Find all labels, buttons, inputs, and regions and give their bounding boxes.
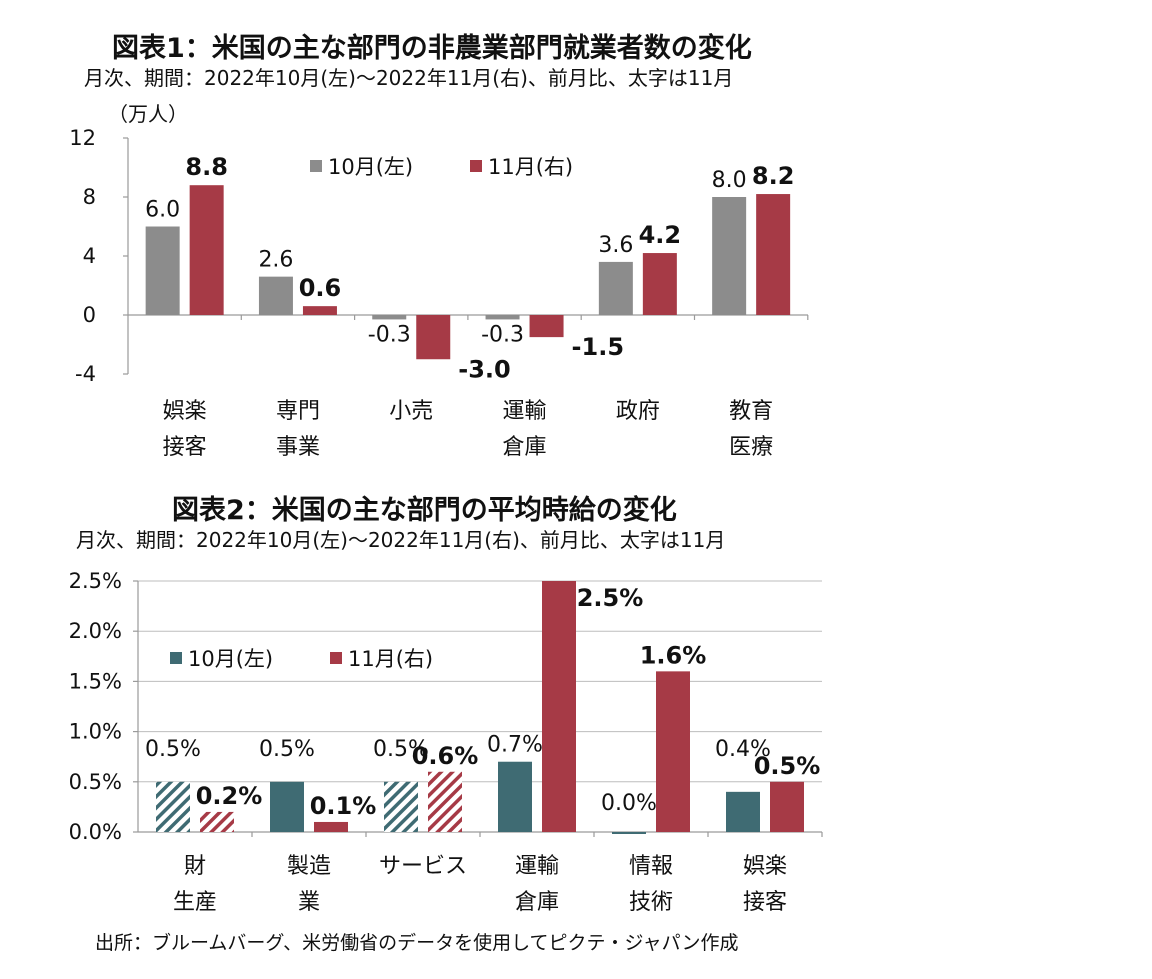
chart2-legend-swatch-oct: [170, 652, 182, 664]
chart1-value-label: -0.3: [481, 322, 524, 347]
chart2-y-tick-label: 2.5%: [69, 569, 122, 593]
chart1-y-tick-label: -4: [75, 362, 96, 386]
chart2-y-tick-label: 2.0%: [69, 619, 122, 643]
chart2-category-label: 倉庫: [515, 890, 559, 915]
chart2-value-label: 0.6%: [412, 742, 479, 770]
chart1-y-tick-label: 0: [83, 303, 96, 327]
chart2-value-label: 0.5%: [754, 752, 821, 780]
chart2-bar-oct: [270, 781, 304, 832]
chart1-y-tick-label: 12: [69, 126, 96, 150]
chart1-value-label: 0.6: [299, 274, 342, 302]
chart2-bar-oct: [498, 761, 532, 832]
chart1-bar-oct: [485, 315, 520, 320]
chart1-bar-oct: [598, 261, 633, 315]
chart2-value-label: 0.5%: [373, 737, 429, 762]
chart1-category-label: 運輸: [503, 399, 547, 424]
chart2-bar-oct: [384, 781, 418, 832]
chart1-category-label: 医療: [729, 435, 773, 460]
chart1-value-label: 8.0: [712, 168, 747, 193]
chart1-bar-oct: [712, 197, 747, 315]
chart1-value-label: 8.8: [185, 153, 228, 181]
chart2-category-label: 運輸: [515, 854, 559, 879]
chart1-bar-nov: [642, 253, 677, 315]
chart2-category-label: 業: [298, 890, 320, 915]
chart2-legend-label-oct: 10月(左): [188, 647, 273, 671]
chart2-category-label: 財: [184, 854, 206, 879]
chart1-bar-oct: [258, 276, 293, 315]
chart1-bar-nov: [756, 194, 791, 315]
chart1-bar-oct: [372, 315, 407, 320]
chart2-y-tick-label: 0.0%: [69, 820, 122, 844]
chart1-category-label: 娯楽: [163, 399, 207, 424]
source-note: 出所：ブルームバーグ、米労働省のデータを使用してピクテ・ジャパン作成: [95, 932, 739, 954]
chart1-value-label: 6.0: [145, 198, 180, 223]
chart2-category-label: 情報: [629, 854, 673, 879]
chart1-value-label: -3.0: [458, 355, 510, 383]
chart1-y-tick-label: 8: [83, 185, 96, 209]
chart1-y-tick-label: 4: [83, 244, 96, 268]
chart2-bar-nov: [656, 671, 690, 832]
chart1-value-label: -0.3: [368, 322, 411, 347]
chart1-bar-nov: [189, 185, 224, 315]
chart1-unit: （万人）: [108, 102, 188, 126]
chart2-value-label: 2.5%: [577, 584, 644, 612]
chart2-bar-oct: [726, 791, 760, 832]
chart2-value-label: 0.2%: [196, 782, 263, 810]
chart2-bar-nov: [770, 781, 804, 832]
chart2-bar-nov: [200, 811, 234, 832]
chart2-bar-nov: [428, 771, 462, 832]
chart2-legend-label-nov: 11月(右): [348, 647, 433, 671]
chart1-category-label: 教育: [729, 399, 773, 424]
chart2-category-label: 製造: [287, 854, 331, 879]
chart1-bar-oct: [145, 226, 180, 315]
chart1-legend-label-nov: 11月(右): [488, 155, 573, 179]
chart2-value-label: 0.1%: [310, 792, 377, 820]
chart2-value-label: 0.4%: [715, 737, 771, 762]
chart1-value-label: -1.5: [572, 333, 624, 361]
chart1-category-label: 接客: [163, 435, 207, 460]
chart1-bar-nov: [302, 306, 337, 315]
chart1-bar-nov: [529, 315, 564, 338]
chart2-value-label: 0.5%: [259, 737, 315, 762]
chart2-bar-oct: [612, 832, 646, 834]
chart2-category-label: 娯楽: [743, 854, 787, 879]
chart2-y-tick-label: 1.0%: [69, 720, 122, 744]
chart2-category-label: 技術: [629, 890, 673, 915]
chart2-value-label: 0.5%: [145, 737, 201, 762]
chart2-value-label: 0.0%: [601, 791, 657, 816]
chart1-category-label: 小売: [389, 399, 433, 424]
chart1-value-label: 3.6: [598, 233, 633, 258]
chart1-category-label: 事業: [276, 435, 320, 460]
chart1-value-label: 8.2: [752, 162, 795, 190]
chart2-category-label: 生産: [173, 890, 217, 915]
chart1-legend-swatch-nov: [470, 160, 482, 172]
chart2-title: 図表2：米国の主な部門の平均時給の変化: [172, 495, 677, 526]
chart1-category-label: 倉庫: [503, 435, 547, 460]
chart1-category-label: 専門: [276, 399, 320, 424]
chart2-y-tick-label: 1.5%: [69, 669, 122, 693]
chart1-subtitle: 月次、期間：2022年10月(左)～2022年11月(右)、前月比、太字は11月: [84, 66, 734, 90]
chart2-category-label: サービス: [379, 854, 467, 879]
chart2-y-tick-label: 0.5%: [69, 770, 122, 794]
chart1-category-label: 政府: [616, 399, 660, 424]
chart1-title: 図表1：米国の主な部門の非農業部門就業者数の変化: [112, 33, 752, 64]
chart2-bar-nov: [542, 581, 576, 832]
chart2-legend-swatch-nov: [330, 652, 342, 664]
chart2-value-label: 1.6%: [640, 641, 707, 669]
chart2-category-label: 接客: [743, 890, 787, 915]
chart1-value-label: 2.6: [258, 248, 293, 273]
chart1-legend-swatch-oct: [310, 160, 322, 172]
chart2-bar-oct: [156, 781, 190, 832]
chart2-bar-nov: [314, 821, 348, 832]
chart1-bar-nov: [416, 315, 451, 360]
chart2-subtitle: 月次、期間：2022年10月(左)～2022年11月(右)、前月比、太字は11月: [76, 528, 726, 552]
chart1-value-label: 4.2: [639, 221, 682, 249]
chart1-legend-label-oct: 10月(左): [328, 155, 413, 179]
chart2-value-label: 0.7%: [487, 733, 543, 758]
